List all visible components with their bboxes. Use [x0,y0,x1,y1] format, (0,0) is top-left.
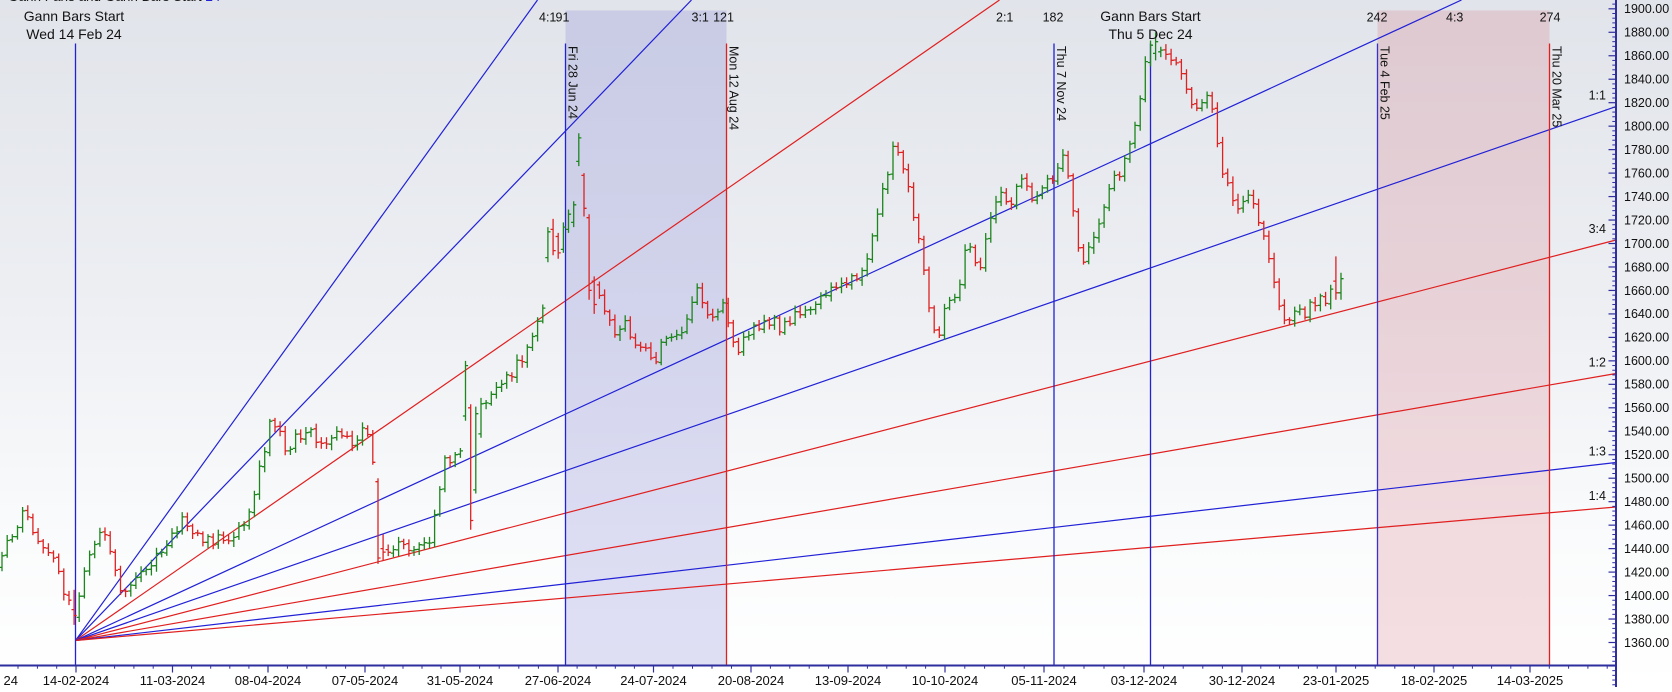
svg-text:1620.00: 1620.00 [1624,331,1669,345]
svg-text:1500.00: 1500.00 [1624,472,1669,486]
svg-text:1660.00: 1660.00 [1624,284,1669,298]
svg-text:1820.00: 1820.00 [1624,96,1669,110]
svg-text:24-07-2024: 24-07-2024 [620,673,687,687]
svg-text:Wed 14 Feb 24: Wed 14 Feb 24 [26,26,122,42]
svg-text:1:1: 1:1 [1589,89,1606,103]
svg-text:1720.00: 1720.00 [1624,213,1669,227]
svg-text:1800.00: 1800.00 [1624,119,1669,133]
svg-text:Gann Fans and Gann Bars Start: Gann Fans and Gann Bars Start 24 [8,0,221,4]
svg-text:121: 121 [713,11,734,25]
svg-text:1360.00: 1360.00 [1624,636,1669,650]
svg-text:1:4: 1:4 [1589,489,1606,503]
svg-text:1760.00: 1760.00 [1624,166,1669,180]
svg-text:182: 182 [1043,11,1064,25]
svg-text:27-06-2024: 27-06-2024 [525,673,592,687]
svg-text:1680.00: 1680.00 [1624,260,1669,274]
svg-text:274: 274 [1540,11,1561,25]
svg-text:1440.00: 1440.00 [1624,542,1669,556]
svg-text:3:4: 3:4 [1589,222,1606,236]
svg-text:Tue 4 Feb 25: Tue 4 Feb 25 [1378,46,1392,120]
svg-text:1700.00: 1700.00 [1624,237,1669,251]
svg-text:4:3: 4:3 [1446,11,1463,25]
svg-text:1840.00: 1840.00 [1624,73,1669,87]
svg-text:14-03-2025: 14-03-2025 [1497,673,1564,687]
svg-text:1740.00: 1740.00 [1624,190,1669,204]
svg-text:Gann Bars Start: Gann Bars Start [24,8,124,24]
svg-text:1600.00: 1600.00 [1624,354,1669,368]
svg-text:1560.00: 1560.00 [1624,401,1669,415]
svg-text:08-04-2024: 08-04-2024 [235,673,302,687]
svg-text:Gann Bars Start: Gann Bars Start [1100,8,1200,24]
svg-text:05-11-2024: 05-11-2024 [1011,673,1077,687]
svg-text:18-02-2025: 18-02-2025 [1401,673,1468,687]
svg-text:1:3: 1:3 [1589,445,1606,459]
svg-text:1900.00: 1900.00 [1624,2,1669,16]
svg-text:10-10-2024: 10-10-2024 [912,673,979,687]
svg-text:Thu 7 Nov 24: Thu 7 Nov 24 [1054,46,1068,121]
svg-text:Thu 20 Mar 25: Thu 20 Mar 25 [1550,46,1564,127]
svg-text:1380.00: 1380.00 [1624,612,1669,626]
svg-text:1640.00: 1640.00 [1624,307,1669,321]
svg-text:Fri 28 Jun 24: Fri 28 Jun 24 [566,46,580,119]
svg-text:1520.00: 1520.00 [1624,448,1669,462]
svg-text:1420.00: 1420.00 [1624,565,1669,579]
svg-text:1780.00: 1780.00 [1624,143,1669,157]
svg-text:Mon 12 Aug 24: Mon 12 Aug 24 [727,46,741,130]
svg-text:31-05-2024: 31-05-2024 [427,673,494,687]
svg-text:30-12-2024: 30-12-2024 [1209,673,1276,687]
svg-text:91: 91 [556,11,570,25]
svg-text:13-09-2024: 13-09-2024 [815,673,882,687]
svg-text:07-05-2024: 07-05-2024 [332,673,399,687]
svg-text:1860.00: 1860.00 [1624,49,1669,63]
svg-text:242: 242 [1367,11,1388,25]
svg-text:1480.00: 1480.00 [1624,495,1669,509]
svg-text:1460.00: 1460.00 [1624,518,1669,532]
svg-text:11-03-2024: 11-03-2024 [140,673,206,687]
svg-text:1540.00: 1540.00 [1624,425,1669,439]
svg-text:14-02-2024: 14-02-2024 [43,673,110,687]
svg-text:1580.00: 1580.00 [1624,378,1669,392]
svg-text:1:2: 1:2 [1589,356,1606,370]
svg-text:1400.00: 1400.00 [1624,589,1669,603]
svg-text:3:1: 3:1 [692,11,709,25]
svg-text:20-08-2024: 20-08-2024 [718,673,785,687]
svg-text:03-12-2024: 03-12-2024 [1111,673,1178,687]
svg-text:24: 24 [4,673,18,687]
svg-text:2:1: 2:1 [996,11,1013,25]
svg-text:1880.00: 1880.00 [1624,26,1669,40]
svg-text:4:1: 4:1 [539,11,556,25]
svg-text:23-01-2025: 23-01-2025 [1303,673,1370,687]
svg-text:Thu 5 Dec 24: Thu 5 Dec 24 [1108,26,1192,42]
